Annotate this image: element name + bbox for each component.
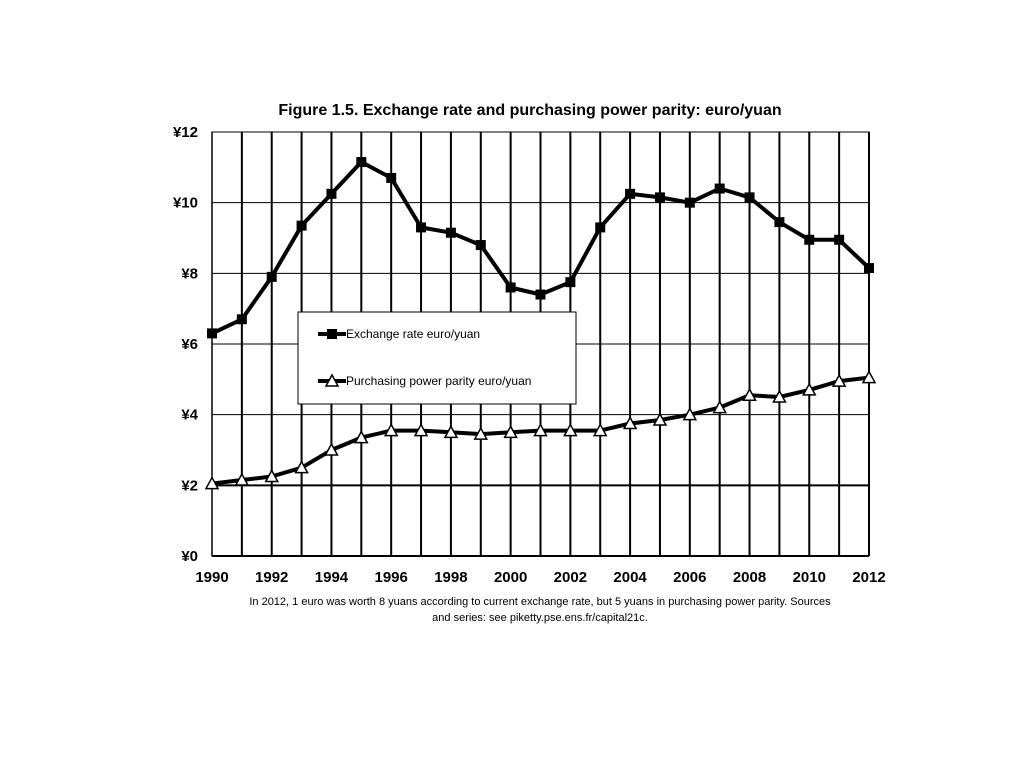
x-tick-label: 2000	[494, 569, 527, 586]
data-point-square	[296, 220, 307, 231]
data-point-triangle	[324, 442, 339, 456]
x-tick-label: 2010	[793, 569, 826, 586]
y-tick-label: ¥10	[173, 195, 198, 212]
y-tick-label: ¥2	[181, 477, 198, 494]
legend	[297, 311, 577, 405]
legend-marker-square	[327, 329, 337, 339]
y-tick-label: ¥4	[181, 407, 198, 424]
data-point-square	[595, 222, 606, 233]
x-tick-label: 1992	[255, 569, 288, 586]
data-point-square	[864, 263, 874, 274]
data-point-square	[654, 192, 665, 203]
x-tick-label: 2002	[554, 569, 587, 586]
data-point-square	[505, 282, 516, 293]
legend-label: Exchange rate euro/yuan	[346, 327, 480, 341]
data-point-triangle	[622, 415, 638, 430]
data-point-square	[356, 157, 367, 168]
data-point-triangle	[264, 468, 279, 483]
data-point-square	[744, 192, 755, 203]
data-point-triangle	[861, 370, 877, 384]
data-point-square	[804, 234, 815, 245]
data-point-square	[834, 234, 845, 245]
chart-caption: In 2012, 1 euro was worth 8 yuans accord…	[249, 596, 831, 624]
data-point-triangle	[294, 460, 309, 474]
data-point-triangle	[712, 400, 727, 414]
data-point-triangle	[563, 423, 578, 437]
data-point-triangle	[742, 387, 757, 401]
x-tick-label: 2012	[852, 569, 885, 586]
x-tick-label: 2004	[613, 569, 647, 586]
data-point-square	[266, 271, 277, 282]
x-tick-label: 1994	[315, 569, 349, 586]
data-point-triangle	[234, 472, 250, 486]
x-tick-label: 1998	[434, 569, 467, 586]
data-point-square	[684, 197, 695, 208]
data-point-triangle	[772, 389, 787, 403]
data-point-triangle	[443, 424, 459, 439]
data-point-triangle	[802, 382, 817, 396]
chart-title: Figure 1.5. Exchange rate and purchasing…	[278, 102, 782, 119]
data-point-square	[714, 183, 725, 194]
data-point-triangle	[533, 423, 548, 437]
data-point-triangle	[354, 430, 369, 444]
data-point-square	[236, 314, 247, 325]
x-tick-label: 2008	[733, 569, 766, 586]
y-tick-label: ¥6	[181, 336, 198, 353]
data-point-square	[774, 217, 785, 228]
x-tick-label: 1996	[374, 569, 407, 586]
data-point-square	[535, 289, 546, 300]
data-point-triangle	[204, 476, 220, 490]
data-point-square	[326, 188, 337, 199]
data-point-square	[416, 222, 427, 233]
data-point-triangle	[831, 373, 847, 387]
data-point-square	[565, 277, 576, 288]
data-point-triangle	[682, 407, 698, 421]
legend-label: Purchasing power parity euro/yuan	[346, 374, 531, 388]
data-point-triangle	[652, 412, 668, 426]
x-tick-label: 2006	[673, 569, 706, 586]
data-point-square	[445, 227, 456, 238]
data-point-triangle	[503, 424, 518, 439]
data-point-triangle	[473, 426, 489, 440]
y-tick-label: ¥0	[181, 548, 198, 565]
legend-marker-triangle	[324, 373, 340, 387]
data-point-square	[386, 172, 397, 183]
y-tick-label: ¥12	[173, 124, 198, 141]
data-point-triangle	[383, 423, 399, 437]
data-point-square	[475, 240, 486, 251]
data-point-square	[207, 328, 217, 339]
data-point-triangle	[413, 423, 429, 437]
y-tick-label: ¥8	[181, 265, 198, 282]
x-tick-label: 1990	[195, 569, 228, 586]
data-point-square	[625, 188, 636, 199]
data-point-triangle	[592, 423, 608, 437]
